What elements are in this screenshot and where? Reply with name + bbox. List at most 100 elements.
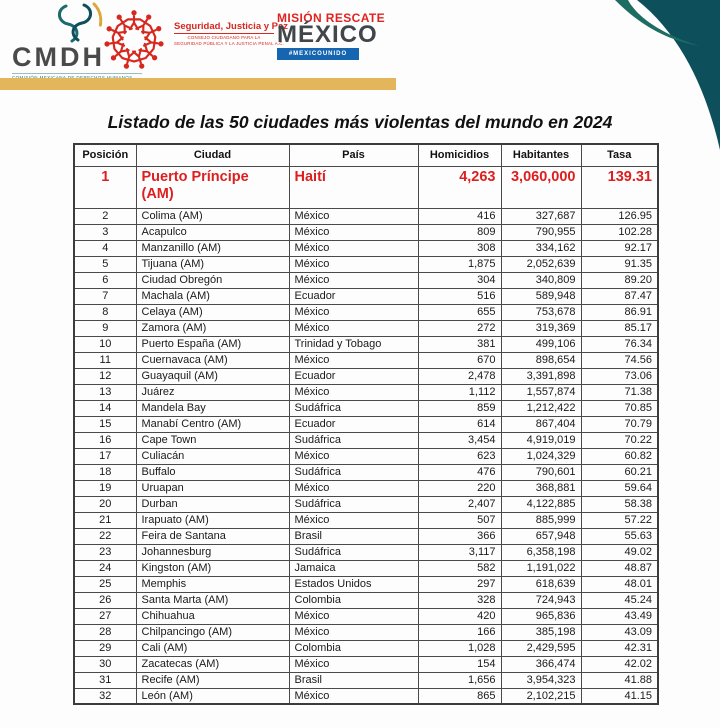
- table-row: 5 Tijuana (AM) México 1,875 2,052,639 91.35: [73, 255, 659, 273]
- cell-pais: Ecuador: [288, 287, 419, 305]
- table-row: 22 Feira de Santana Brasil 366 657,948 55.63: [73, 527, 659, 545]
- cell-tasa: 45.24: [580, 591, 659, 609]
- cell-pais: Sudáfrica: [288, 399, 419, 417]
- cell-tasa: 89.20: [580, 271, 659, 289]
- cell-ciudad: Santa Marta (AM): [135, 591, 290, 609]
- cell-habitantes: 6,358,198: [500, 543, 582, 561]
- cell-habitantes: 366,474: [500, 655, 582, 673]
- mision-rescate-line2: MÉXICO: [277, 21, 378, 48]
- cell-pais: Haití: [288, 165, 419, 209]
- cell-pais: Colombia: [288, 639, 419, 657]
- cell-posicion: 22: [73, 527, 137, 545]
- cell-habitantes: 1,191,022: [500, 559, 582, 577]
- cell-pais: Brasil: [288, 671, 419, 689]
- cell-ciudad: Manabí Centro (AM): [135, 415, 290, 433]
- cell-tasa: 92.17: [580, 239, 659, 257]
- cell-posicion: 30: [73, 655, 137, 673]
- cell-homicidios: 516: [417, 287, 502, 305]
- cell-habitantes: 898,654: [500, 351, 582, 369]
- table-row: 20 Durban Sudáfrica 2,407 4,122,885 58.38: [73, 495, 659, 513]
- cell-posicion: 24: [73, 559, 137, 577]
- column-header: Homicidios: [417, 143, 502, 167]
- table-row: 18 Buffalo Sudáfrica 476 790,601 60.21: [73, 463, 659, 481]
- cell-homicidios: 304: [417, 271, 502, 289]
- cell-homicidios: 220: [417, 479, 502, 497]
- cell-habitantes: 790,601: [500, 463, 582, 481]
- cell-pais: Sudáfrica: [288, 463, 419, 481]
- cell-posicion: 12: [73, 367, 137, 385]
- mision-hashtag-banner: #MEXICOUNIDO: [277, 48, 359, 61]
- table-row: 13 Juárez México 1,112 1,557,874 71.38: [73, 383, 659, 401]
- cell-pais: México: [288, 271, 419, 289]
- cell-homicidios: 655: [417, 303, 502, 321]
- column-header: Habitantes: [500, 143, 582, 167]
- cell-tasa: 41.88: [580, 671, 659, 689]
- cell-tasa: 87.47: [580, 287, 659, 305]
- cell-posicion: 2: [73, 207, 137, 225]
- cell-pais: México: [288, 223, 419, 241]
- cell-tasa: 91.35: [580, 255, 659, 273]
- cell-homicidios: 809: [417, 223, 502, 241]
- cell-ciudad: Johannesburg: [135, 543, 290, 561]
- cell-habitantes: 3,060,000: [500, 165, 582, 209]
- cell-homicidios: 670: [417, 351, 502, 369]
- cell-tasa: 60.21: [580, 463, 659, 481]
- cell-posicion: 1: [73, 165, 137, 209]
- ranking-table: Posición Ciudad País Homicidios Habitantes Ta…: [73, 143, 659, 705]
- cell-homicidios: 308: [417, 239, 502, 257]
- cell-homicidios: 1,028: [417, 639, 502, 657]
- cell-posicion: 23: [73, 543, 137, 561]
- cell-tasa: 73.06: [580, 367, 659, 385]
- cell-habitantes: 885,999: [500, 511, 582, 529]
- table-row: 15 Manabí Centro (AM) Ecuador 614 867,404 70.…: [73, 415, 659, 433]
- cell-posicion: 14: [73, 399, 137, 417]
- cell-ciudad: Zamora (AM): [135, 319, 290, 337]
- cell-ciudad: Ciudad Obregón: [135, 271, 290, 289]
- cell-habitantes: 340,809: [500, 271, 582, 289]
- cell-tasa: 49.02: [580, 543, 659, 561]
- cell-pais: México: [288, 479, 419, 497]
- cell-ciudad: Cuernavaca (AM): [135, 351, 290, 369]
- cell-pais: México: [288, 303, 419, 321]
- cell-pais: México: [288, 623, 419, 641]
- cell-homicidios: 507: [417, 511, 502, 529]
- cell-ciudad: Manzanillo (AM): [135, 239, 290, 257]
- cell-tasa: 70.85: [580, 399, 659, 417]
- cell-tasa: 48.01: [580, 575, 659, 593]
- page-title: Listado de las 50 ciudades más violentas…: [107, 112, 613, 132]
- cell-posicion: 27: [73, 607, 137, 625]
- cell-ciudad: Puerto Príncipe (AM): [135, 165, 290, 209]
- table-row: 28 Chilpancingo (AM) México 166 385,198 43.09: [73, 623, 659, 641]
- table-body: 1 Puerto Príncipe (AM) Haití 4,263 3,060,000…: [73, 165, 659, 705]
- table-row: 21 Irapuato (AM) México 507 885,999 57.22: [73, 511, 659, 529]
- cell-pais: México: [288, 687, 419, 705]
- column-header: País: [288, 143, 419, 167]
- cell-homicidios: 381: [417, 335, 502, 353]
- cell-tasa: 86.91: [580, 303, 659, 321]
- cell-ciudad: Cape Town: [135, 431, 290, 449]
- cell-homicidios: 272: [417, 319, 502, 337]
- cell-posicion: 26: [73, 591, 137, 609]
- cell-homicidios: 1,875: [417, 255, 502, 273]
- cell-homicidios: 1,112: [417, 383, 502, 401]
- cell-homicidios: 476: [417, 463, 502, 481]
- cell-ciudad: Chihuahua: [135, 607, 290, 625]
- table-row: 17 Culiacán México 623 1,024,329 60.82: [73, 447, 659, 465]
- cell-ciudad: Recife (AM): [135, 671, 290, 689]
- consejo-subtitle-line1: CONSEJO CIUDADANO PARA LA: [187, 35, 261, 40]
- cell-habitantes: 2,429,595: [500, 639, 582, 657]
- cell-tasa: 57.22: [580, 511, 659, 529]
- cell-pais: México: [288, 207, 419, 225]
- cell-pais: Trinidad y Tobago: [288, 335, 419, 353]
- cell-homicidios: 416: [417, 207, 502, 225]
- cell-posicion: 7: [73, 287, 137, 305]
- cell-ciudad: Acapulco: [135, 223, 290, 241]
- cmdh-tagline: COMISIÓN MEXICANA DE DERECHOS HUMANOS: [12, 73, 142, 80]
- cell-ciudad: Feira de Santana: [135, 527, 290, 545]
- table-row: 4 Manzanillo (AM) México 308 334,162 92.17: [73, 239, 659, 257]
- cell-pais: México: [288, 239, 419, 257]
- cmdh-mark-icon: [58, 2, 103, 43]
- cell-ciudad: León (AM): [135, 687, 290, 705]
- column-header: Tasa: [580, 143, 659, 167]
- ranking-table-container: Posición Ciudad País Homicidios Habitantes Ta…: [73, 143, 659, 705]
